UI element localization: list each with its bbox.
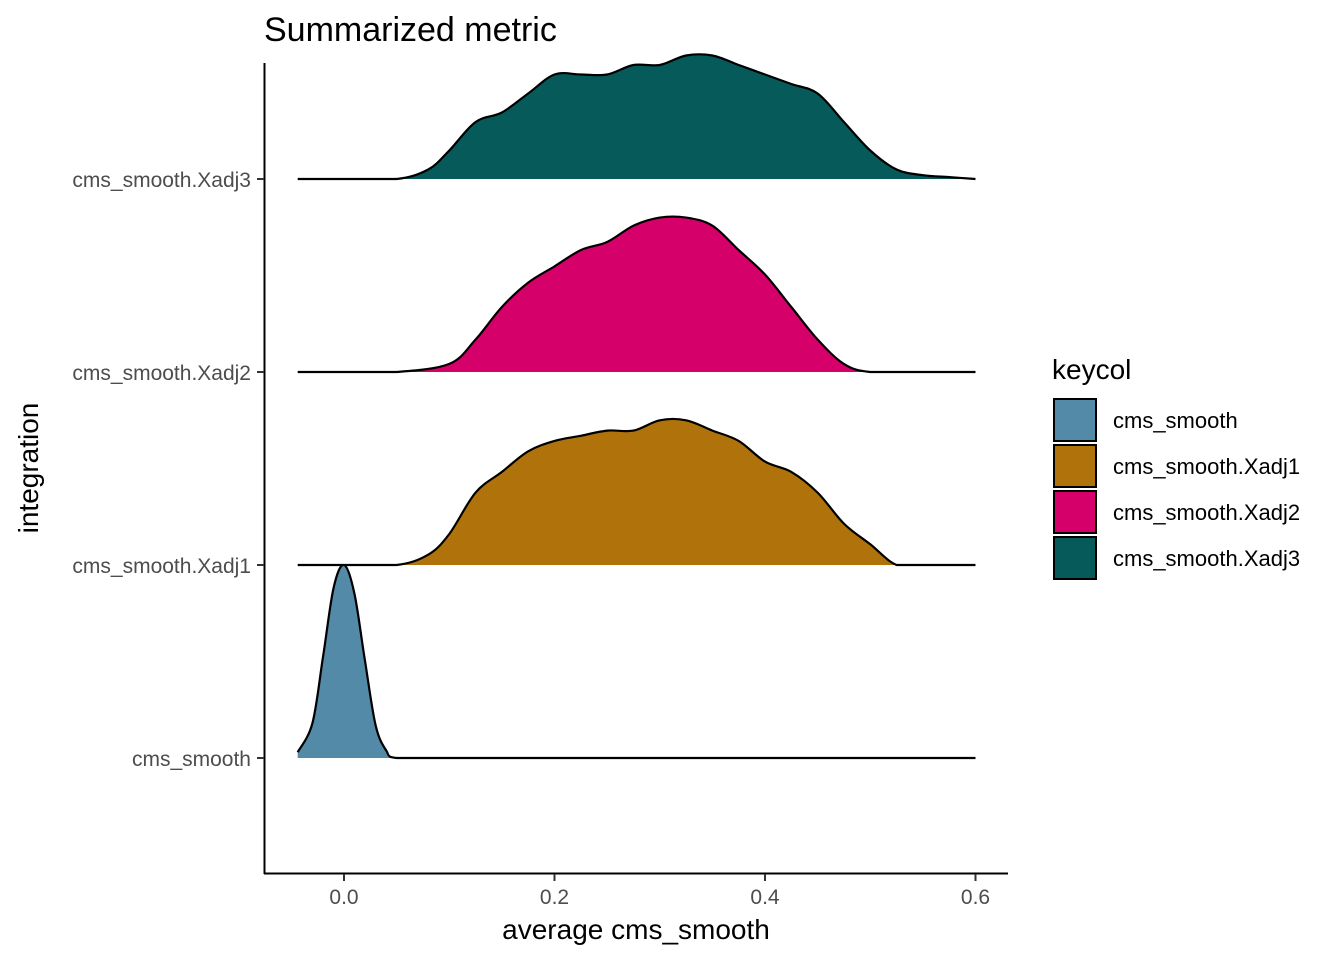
- x-axis-title: average cms_smooth: [502, 914, 770, 945]
- y-axis-title: integration: [13, 403, 44, 534]
- y-ticks: cms_smooth cms_smooth.Xadj1 cms_smooth.Xad…: [72, 169, 264, 771]
- legend-title: keycol: [1052, 354, 1131, 385]
- x-tick-label: 0.6: [961, 886, 990, 909]
- ridge-area-3: [297, 216, 976, 372]
- y-tick-label: cms_smooth.Xadj3: [72, 169, 251, 192]
- y-tick-label: cms_smooth: [132, 748, 251, 771]
- legend-label: cms_smooth: [1113, 408, 1238, 433]
- x-tick-label: 0.0: [329, 886, 358, 909]
- legend-swatch: [1053, 398, 1097, 442]
- legend: keycol cms_smooth cms_smooth.Xadj1 cms_smo…: [1052, 354, 1300, 580]
- ridge-line-2: [297, 417, 976, 567]
- x-tick-label: 0.2: [540, 886, 569, 909]
- legend-label: cms_smooth.Xadj1: [1113, 454, 1300, 479]
- ridge-line-3: [297, 215, 976, 374]
- x-ticks: 0.0 0.2 0.4 0.6: [329, 874, 990, 909]
- ridge-line-4: [297, 53, 976, 181]
- chart-title: Summarized metric: [264, 11, 557, 49]
- legend-label: cms_smooth.Xadj2: [1113, 500, 1300, 525]
- legend-label: cms_smooth.Xadj3: [1113, 546, 1300, 571]
- ridge-area-4: [297, 54, 976, 179]
- legend-swatch: [1053, 444, 1097, 488]
- x-tick-label: 0.4: [750, 886, 780, 909]
- ridges: [296, 53, 976, 760]
- legend-swatch: [1053, 536, 1097, 580]
- ridge-area-1: [297, 564, 976, 758]
- y-tick-label: cms_smooth.Xadj1: [72, 555, 251, 578]
- ridge-area-2: [297, 418, 976, 565]
- y-tick-label: cms_smooth.Xadj2: [72, 362, 251, 385]
- legend-swatch: [1053, 490, 1097, 534]
- ridge-line-1: [296, 563, 976, 760]
